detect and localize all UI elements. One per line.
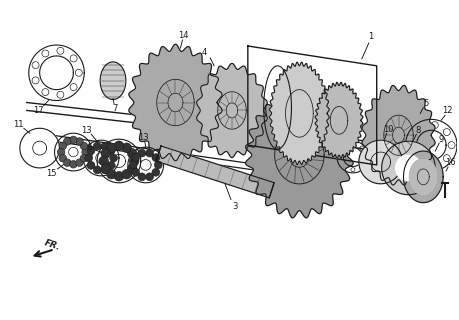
Text: 10: 10 [383,125,394,134]
Circle shape [76,138,83,145]
Ellipse shape [100,62,126,100]
Circle shape [146,149,153,157]
Text: 17: 17 [34,106,44,115]
Circle shape [80,142,88,150]
Circle shape [85,154,93,162]
Circle shape [114,172,124,181]
Circle shape [154,161,162,169]
Text: 2: 2 [311,79,316,88]
Circle shape [114,141,124,150]
Circle shape [132,168,140,176]
Text: 16: 16 [445,158,455,167]
Circle shape [129,156,139,166]
Circle shape [87,147,95,155]
Text: 5: 5 [424,99,429,108]
Circle shape [101,166,109,174]
Text: 9: 9 [438,135,444,144]
Text: 7: 7 [112,104,118,113]
Circle shape [99,156,108,166]
Text: 4: 4 [202,48,207,57]
Polygon shape [403,151,443,203]
Circle shape [129,161,137,169]
Polygon shape [196,63,267,157]
Circle shape [146,173,153,181]
Polygon shape [382,141,435,195]
Polygon shape [359,140,403,184]
Circle shape [138,173,146,181]
Circle shape [101,164,111,173]
Polygon shape [129,44,222,161]
Circle shape [110,154,118,162]
Circle shape [87,161,95,169]
Circle shape [57,148,65,156]
Text: 13: 13 [81,126,91,135]
Circle shape [70,161,77,168]
Polygon shape [269,62,329,164]
Circle shape [63,138,71,145]
Text: 15: 15 [353,123,363,132]
Polygon shape [409,159,437,195]
Polygon shape [315,82,363,158]
Text: 15: 15 [46,169,57,178]
Circle shape [93,142,101,150]
Circle shape [106,169,116,179]
Polygon shape [246,92,353,218]
Circle shape [107,161,115,169]
Circle shape [70,136,77,144]
Circle shape [59,142,67,150]
Text: 14: 14 [178,31,189,40]
Circle shape [101,148,111,158]
Circle shape [152,154,160,162]
Circle shape [128,164,137,173]
Polygon shape [20,128,60,168]
Circle shape [80,155,88,162]
Text: 11: 11 [12,120,23,129]
Text: 3: 3 [232,202,238,211]
Polygon shape [362,85,435,185]
Text: 6: 6 [87,143,92,152]
Circle shape [128,148,137,158]
Text: 1: 1 [368,32,373,41]
Circle shape [107,147,115,155]
Polygon shape [156,146,274,198]
Circle shape [63,159,71,166]
Text: 13: 13 [139,133,149,142]
Circle shape [76,159,83,166]
Circle shape [82,148,90,156]
Circle shape [122,143,131,153]
Polygon shape [396,155,421,181]
Text: 8: 8 [416,126,421,135]
Text: 12: 12 [442,106,453,115]
Circle shape [59,155,67,162]
Circle shape [93,166,101,174]
Circle shape [106,143,116,153]
Text: FR.: FR. [44,238,62,252]
Circle shape [152,168,160,176]
Circle shape [138,149,146,157]
Circle shape [122,169,131,179]
Circle shape [101,142,109,150]
Circle shape [132,154,140,162]
